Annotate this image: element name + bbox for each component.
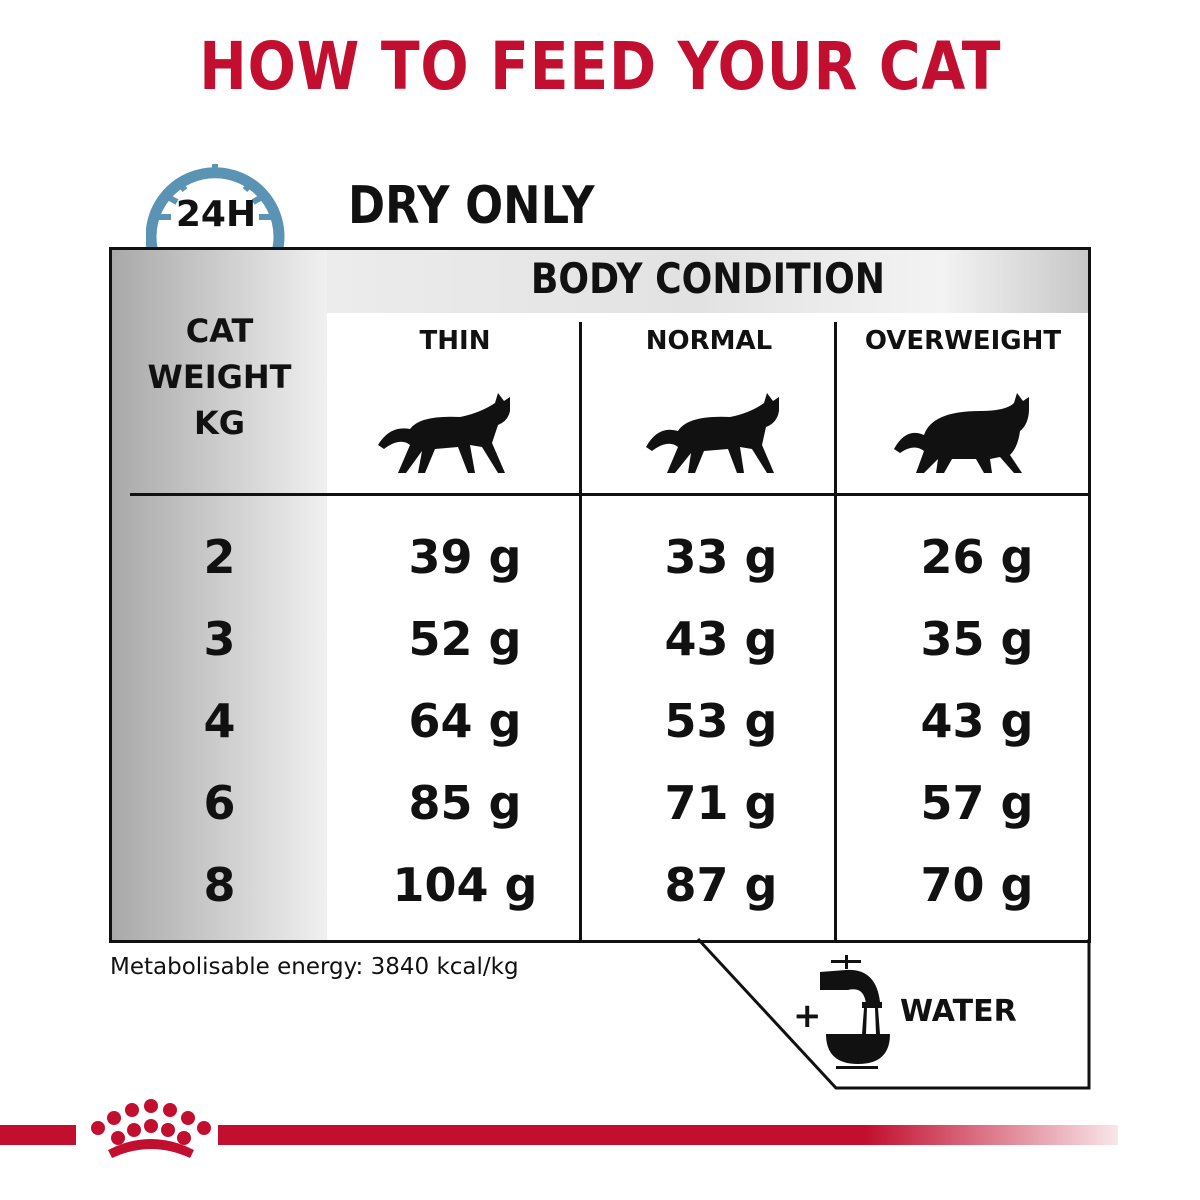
value-cell: 53 g [664,694,778,748]
column-header-normal: NORMAL [645,326,773,356]
column-header-overweight: OVERWEIGHT [864,326,1062,356]
value-cell: 33 g [664,530,778,584]
weight-header-line: KG [193,404,246,442]
value-cell: 57 g [920,776,1034,830]
water-box [696,937,1091,1090]
water-label: WATER [900,994,1017,1029]
clock-label: 24H [175,194,257,235]
weight-cell: 3 [203,612,236,666]
plus-sign: + [793,996,822,1036]
value-cell: 70 g [920,858,1034,912]
value-cell: 52 g [408,612,522,666]
normal-cat-icon [646,393,779,473]
feeding-type: DRY ONLY [328,176,615,236]
page-title: HOW TO FEED YOUR CAT [0,28,1200,105]
column-divider [579,322,582,940]
brand-bar-left [0,1125,76,1145]
value-cell: 104 g [392,858,538,912]
weight-cell: 2 [203,530,236,584]
weight-column-bg [112,250,327,940]
weight-cell: 6 [203,776,236,830]
weight-header-line: WEIGHT [147,358,292,396]
brand-bar-right [218,1125,1118,1145]
weight-header: CAT WEIGHT KG [112,308,327,446]
clock-icon: 24H [145,152,286,256]
value-cell: 87 g [664,858,778,912]
value-cell: 43 g [664,612,778,666]
header-divider [130,493,1088,496]
weight-cell: 4 [203,694,236,748]
body-condition-header: BODY CONDITION [327,254,1088,303]
value-cell: 43 g [920,694,1034,748]
metabolisable-energy: Metabolisable energy: 3840 kcal/kg [110,954,519,980]
value-cell: 71 g [664,776,778,830]
column-divider [834,322,837,940]
column-header-thin: THIN [419,326,491,356]
royal-canin-crown-logo [91,1099,211,1158]
value-cell: 26 g [920,530,1034,584]
tap-bowl-icon [820,955,890,1069]
title-text: HOW TO FEED YOUR CAT [198,28,1002,105]
value-cell: 64 g [408,694,522,748]
value-cell: 35 g [920,612,1034,666]
body-condition-text: BODY CONDITION [530,254,885,303]
weight-cell: 8 [203,858,236,912]
subtitle-text: DRY ONLY [348,176,595,236]
value-cell: 39 g [408,530,522,584]
value-cell: 85 g [408,776,522,830]
thin-cat-icon [378,393,510,473]
overweight-cat-icon [894,393,1029,473]
weight-header-line: CAT [185,312,254,350]
